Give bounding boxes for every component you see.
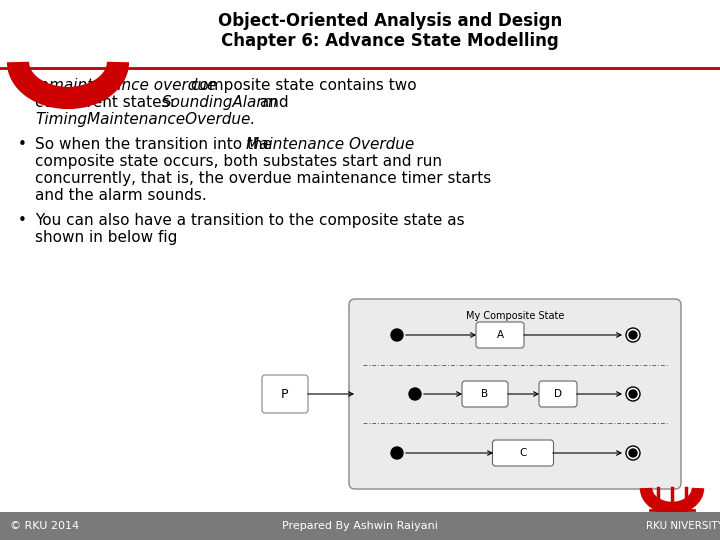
- Text: RKU NIVERSITY: RKU NIVERSITY: [646, 521, 720, 531]
- Text: shown in below fig: shown in below fig: [35, 230, 177, 245]
- Bar: [0, 512, 720, 540]
- Text: C: C: [519, 448, 527, 458]
- Text: © RKU 2014: © RKU 2014: [10, 521, 79, 531]
- Text: and the alarm sounds.: and the alarm sounds.: [35, 188, 207, 203]
- Text: You can also have a transition to the composite state as: You can also have a transition to the co…: [35, 213, 464, 228]
- Text: D: D: [554, 389, 562, 399]
- Text: My Composite State: My Composite State: [466, 311, 564, 321]
- Circle shape: [626, 446, 640, 460]
- Text: SoundingAlarm: SoundingAlarm: [162, 95, 279, 110]
- Text: Prepared By Ashwin Raiyani: Prepared By Ashwin Raiyani: [282, 521, 438, 531]
- Text: concurrent states:: concurrent states:: [35, 95, 179, 110]
- Text: composite state occurs, both substates start and run: composite state occurs, both substates s…: [35, 154, 442, 169]
- Text: Chapter 6: Advance State Modelling: Chapter 6: Advance State Modelling: [221, 32, 559, 50]
- FancyBboxPatch shape: [539, 381, 577, 407]
- Text: Maintenance Overdue: Maintenance Overdue: [246, 137, 414, 152]
- Text: TimingMaintenanceOverdue.: TimingMaintenanceOverdue.: [35, 112, 256, 127]
- Circle shape: [629, 390, 637, 398]
- Text: B: B: [482, 389, 489, 399]
- Circle shape: [629, 331, 637, 339]
- Text: A: A: [496, 330, 503, 340]
- Text: So when the transition into the: So when the transition into the: [35, 137, 277, 152]
- Text: •: •: [18, 78, 27, 93]
- Text: and: and: [255, 95, 289, 110]
- Text: •: •: [18, 137, 27, 152]
- Circle shape: [626, 387, 640, 401]
- FancyBboxPatch shape: [462, 381, 508, 407]
- Text: P: P: [282, 388, 289, 401]
- Text: Object-Oriented Analysis and Design: Object-Oriented Analysis and Design: [218, 12, 562, 30]
- Text: In: In: [35, 78, 54, 93]
- FancyBboxPatch shape: [476, 322, 524, 348]
- Circle shape: [409, 388, 421, 400]
- Circle shape: [626, 328, 640, 342]
- Text: composite state contains two: composite state contains two: [186, 78, 417, 93]
- Text: concurrently, that is, the overdue maintenance timer starts: concurrently, that is, the overdue maint…: [35, 171, 491, 186]
- Circle shape: [629, 449, 637, 457]
- FancyBboxPatch shape: [262, 375, 308, 413]
- FancyBboxPatch shape: [349, 299, 681, 489]
- Circle shape: [391, 329, 403, 341]
- FancyBboxPatch shape: [492, 440, 554, 466]
- Text: •: •: [18, 213, 27, 228]
- Text: maintenance overdue: maintenance overdue: [49, 78, 217, 93]
- Circle shape: [391, 447, 403, 459]
